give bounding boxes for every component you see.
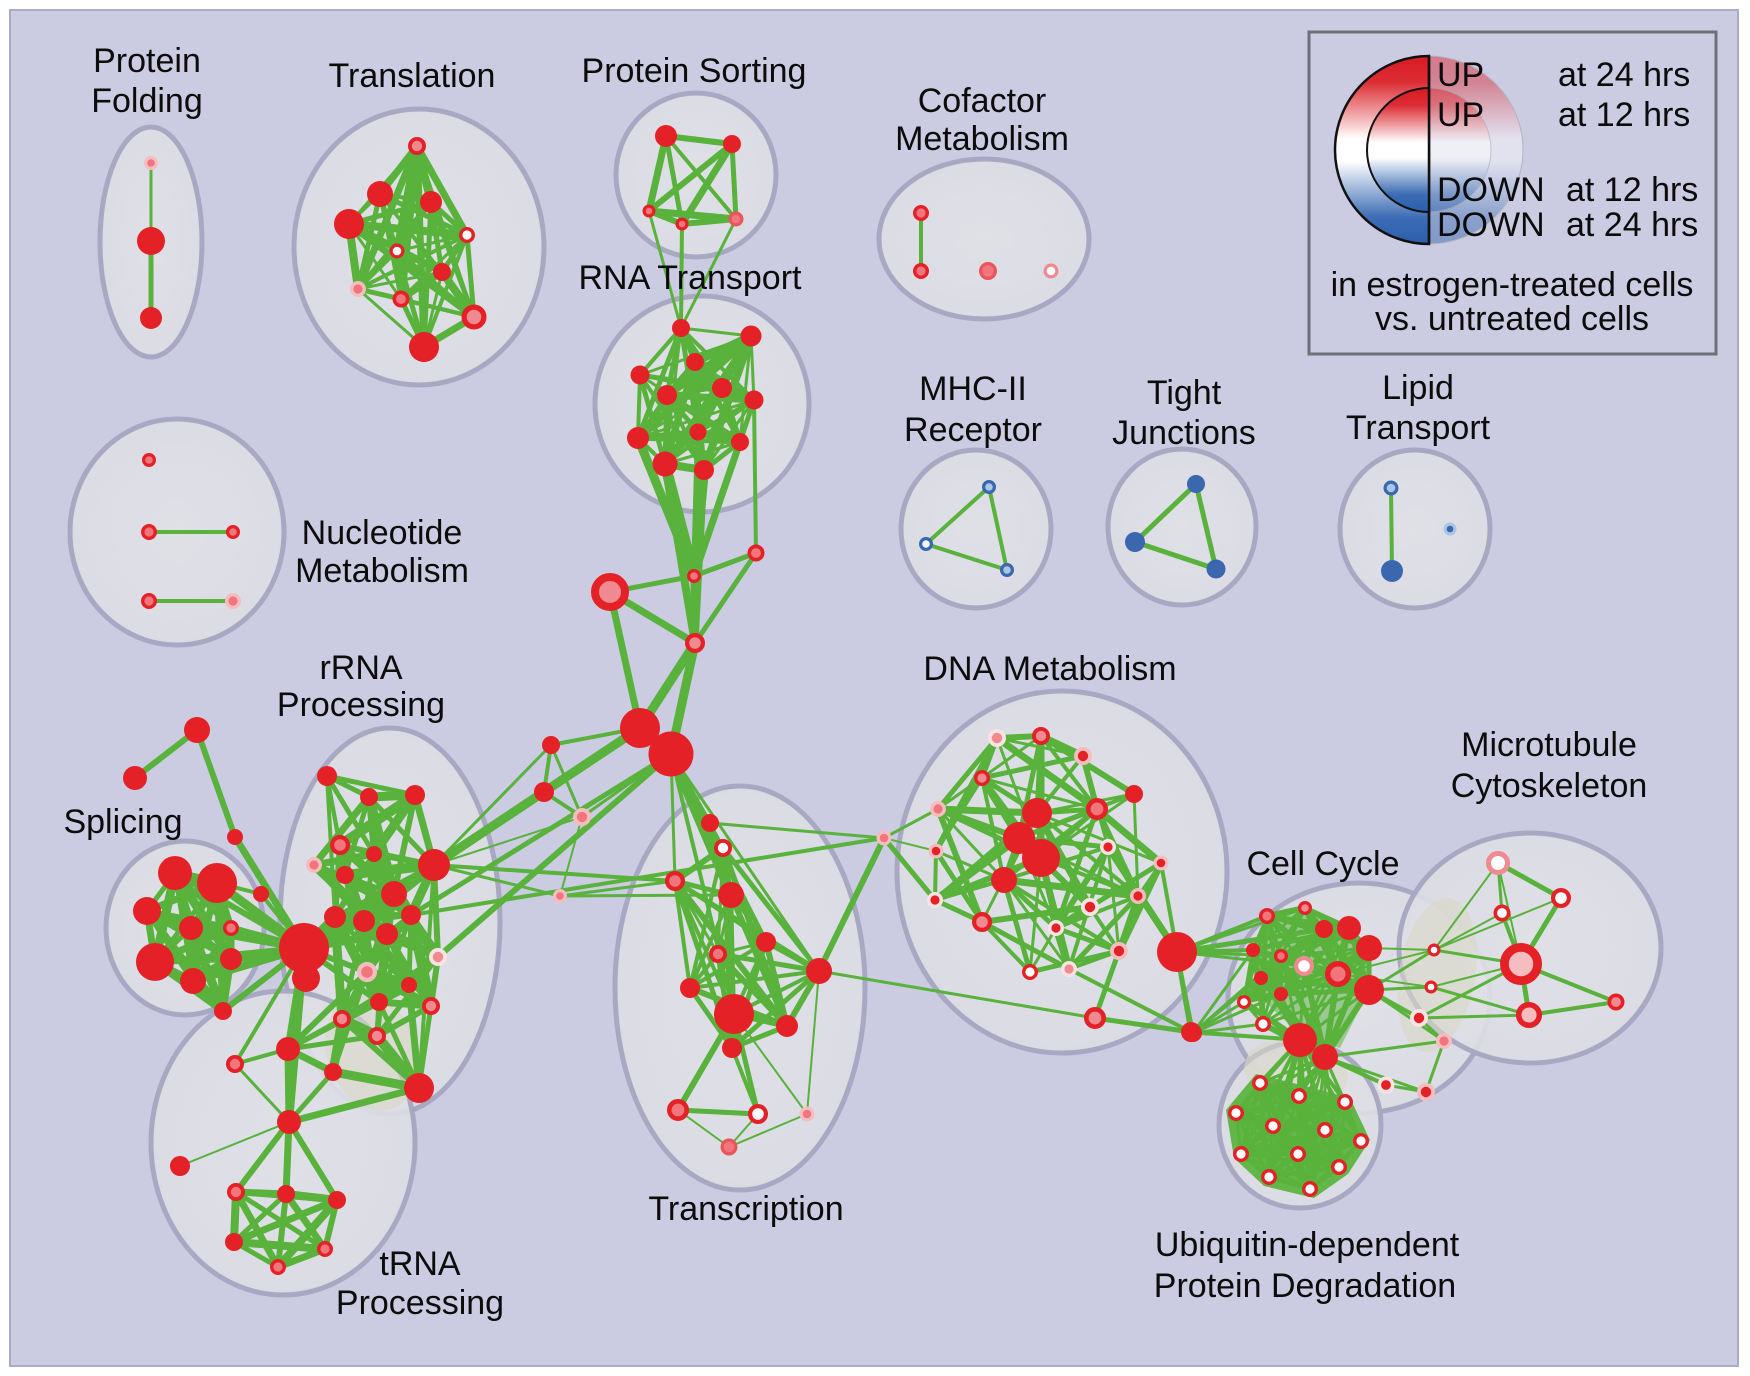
svg-text:Cell Cycle: Cell Cycle [1246,845,1399,883]
svg-text:Processing: Processing [277,686,445,724]
svg-text:Cofactor: Cofactor [918,82,1047,120]
svg-text:Metabolism: Metabolism [295,552,469,590]
svg-text:Folding: Folding [91,82,203,120]
svg-text:Transport: Transport [1346,409,1491,447]
svg-text:at 24 hrs: at 24 hrs [1558,56,1690,94]
svg-text:Lipid: Lipid [1382,369,1454,407]
svg-text:in estrogen-treated cells: in estrogen-treated cells [1331,266,1694,304]
svg-text:Translation: Translation [329,57,496,95]
svg-text:tRNA: tRNA [379,1245,461,1283]
svg-text:UP: UP [1437,56,1484,94]
svg-text:Nucleotide: Nucleotide [302,514,463,552]
svg-text:Transcription: Transcription [648,1190,843,1228]
svg-text:Tight: Tight [1147,374,1222,412]
svg-text:Cytoskeleton: Cytoskeleton [1451,767,1648,805]
svg-text:RNA Transport: RNA Transport [579,259,803,297]
svg-text:Processing: Processing [336,1284,504,1322]
svg-text:Metabolism: Metabolism [895,120,1069,158]
svg-text:Protein Degradation: Protein Degradation [1154,1267,1456,1305]
svg-text:DNA Metabolism: DNA Metabolism [923,650,1176,688]
svg-text:rRNA: rRNA [319,649,402,687]
svg-text:at 24 hrs: at 24 hrs [1566,206,1698,244]
svg-text:Splicing: Splicing [63,803,182,841]
svg-text:Junctions: Junctions [1112,414,1256,452]
svg-text:Protein Sorting: Protein Sorting [582,52,807,90]
svg-text:Microtubule: Microtubule [1461,726,1637,764]
svg-text:Protein: Protein [93,42,201,80]
svg-text:at 12 hrs: at 12 hrs [1558,96,1690,134]
svg-text:DOWN: DOWN [1437,206,1545,244]
svg-text:at 12 hrs: at 12 hrs [1566,171,1698,209]
svg-text:Receptor: Receptor [904,411,1042,449]
svg-text:Ubiquitin-dependent: Ubiquitin-dependent [1155,1226,1460,1264]
svg-text:DOWN: DOWN [1437,171,1545,209]
svg-text:UP: UP [1437,96,1484,134]
svg-text:vs. untreated cells: vs. untreated cells [1375,300,1649,338]
svg-text:MHC-II: MHC-II [919,370,1027,408]
